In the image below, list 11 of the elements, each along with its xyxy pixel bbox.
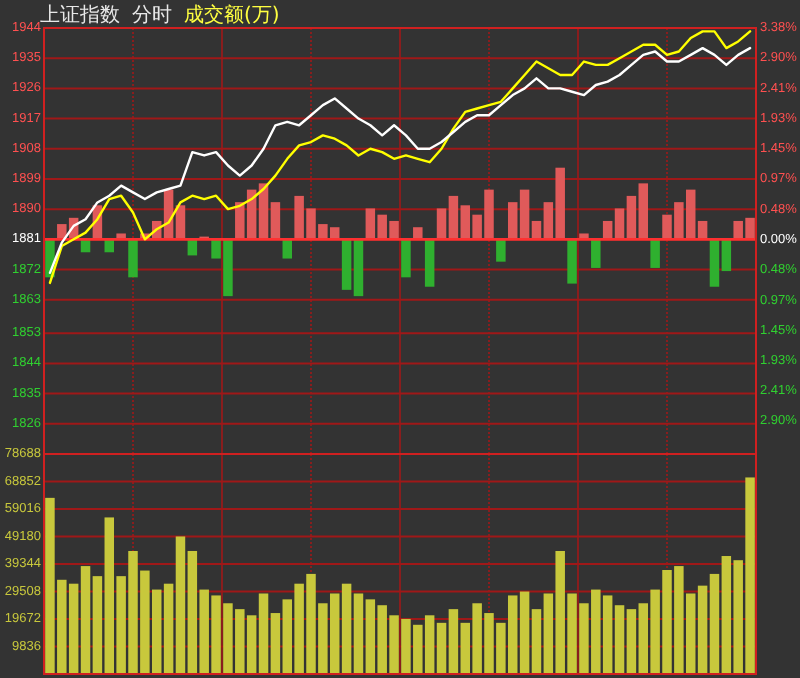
bar bbox=[401, 239, 411, 278]
bar bbox=[591, 239, 601, 268]
bar bbox=[424, 239, 435, 287]
text: 成交额(万) bbox=[184, 3, 280, 27]
bar bbox=[282, 239, 293, 259]
bar bbox=[650, 239, 660, 268]
chart-subtitle: 分时 bbox=[132, 3, 172, 27]
bar bbox=[496, 239, 506, 262]
bar bbox=[128, 239, 138, 278]
bar bbox=[567, 239, 577, 284]
chart-title: 上证指数 bbox=[40, 3, 120, 27]
